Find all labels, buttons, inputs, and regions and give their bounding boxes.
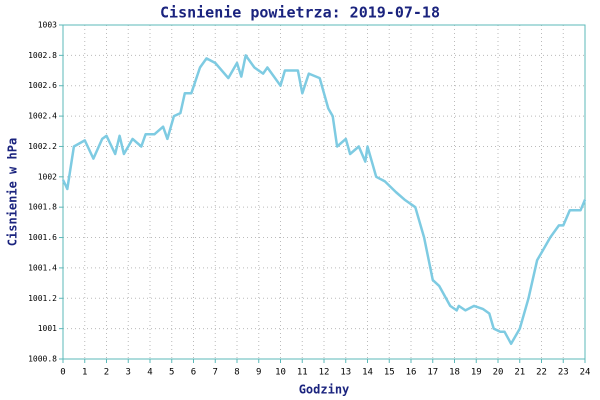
- y-tick-label: 1002.4: [28, 112, 57, 121]
- x-tick-label: 17: [427, 368, 438, 378]
- x-tick-label: 23: [558, 368, 569, 378]
- x-tick-label: 22: [536, 368, 547, 378]
- y-tick-label: 1002: [38, 172, 57, 181]
- x-tick-label: 11: [297, 368, 308, 378]
- x-tick-label: 13: [340, 368, 351, 378]
- y-tick-label: 1001: [38, 324, 57, 333]
- chart-title: Cisnienie powietrza: 2019-07-18: [160, 4, 440, 22]
- x-tick-label: 10: [275, 368, 286, 378]
- plot-frame: [62, 24, 586, 360]
- x-tick-label: 19: [471, 368, 482, 378]
- x-tick-label: 8: [234, 368, 239, 378]
- x-tick-label: 24: [580, 368, 591, 378]
- x-tick-label: 21: [514, 368, 525, 378]
- x-tick-label: 9: [256, 368, 261, 378]
- y-tick-label: 1001.6: [28, 233, 57, 242]
- x-tick-label: 3: [126, 368, 131, 378]
- x-tick-label: 15: [384, 368, 395, 378]
- y-tick-label: 1000.8: [28, 355, 57, 364]
- y-axis-label: Cisnienie w hPa: [6, 138, 20, 246]
- x-tick-label: 14: [362, 368, 373, 378]
- y-tick-label: 1002.2: [28, 142, 57, 151]
- x-tick-label: 12: [319, 368, 330, 378]
- x-tick-label: 1: [82, 368, 87, 378]
- x-tick-label: 16: [406, 368, 417, 378]
- x-tick-label: 0: [60, 368, 65, 378]
- y-tick-label: 1003: [38, 21, 57, 30]
- x-axis-label: Godziny: [299, 383, 350, 397]
- y-tick-label: 1002.8: [28, 51, 57, 60]
- y-tick-label: 1001.2: [28, 294, 57, 303]
- x-tick-label: 18: [449, 368, 460, 378]
- x-tick-label: 5: [169, 368, 174, 378]
- x-tick-label: 6: [191, 368, 196, 378]
- y-tick-label: 1001.8: [28, 203, 57, 212]
- y-tick-label: 1002.6: [28, 81, 57, 90]
- x-tick-label: 20: [493, 368, 504, 378]
- x-tick-label: 7: [213, 368, 218, 378]
- data-line: [61, 54, 587, 346]
- x-tick-label: 4: [147, 368, 152, 378]
- x-tick-label: 2: [104, 368, 109, 378]
- y-tick-label: 1001.4: [28, 263, 57, 272]
